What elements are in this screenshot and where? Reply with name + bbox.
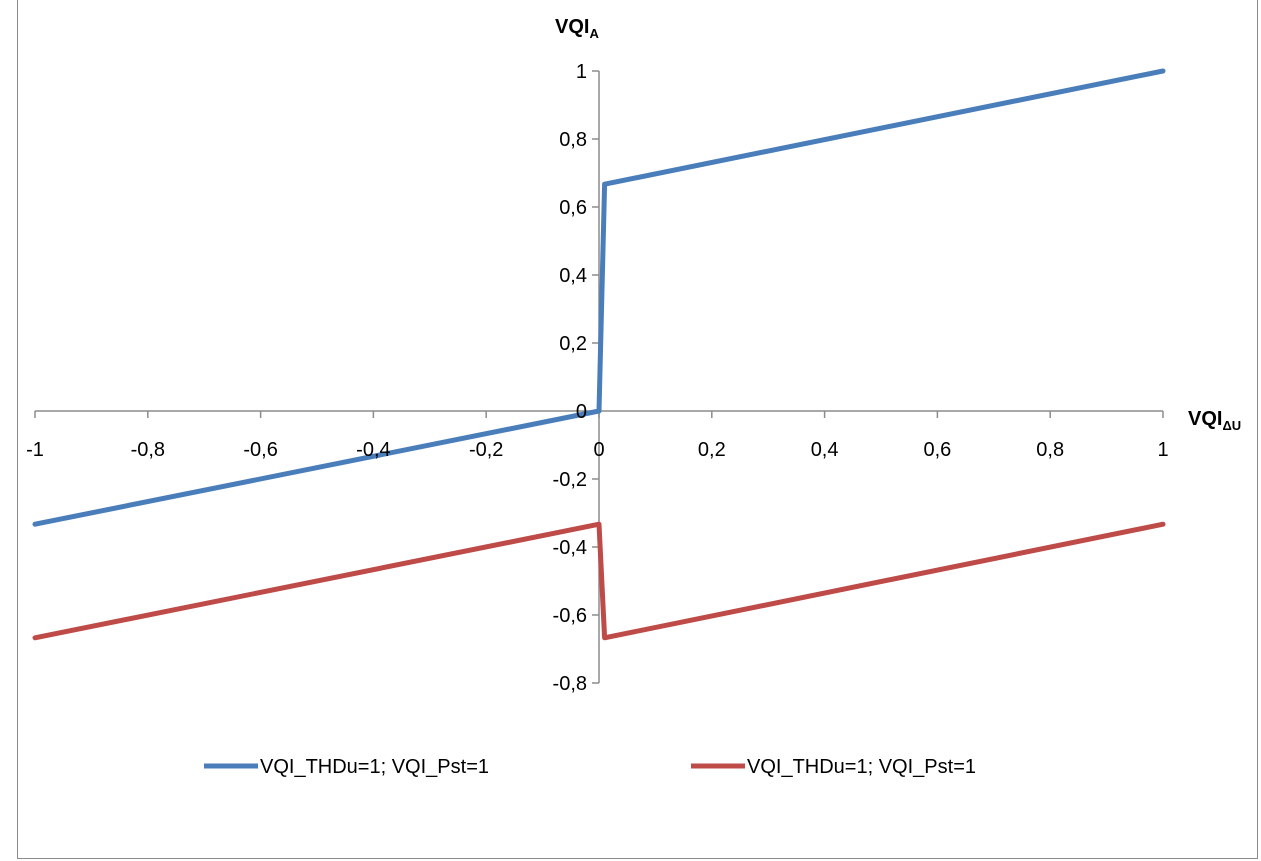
y-tick-label: 0: [576, 401, 587, 423]
y-tick-label: 0,2: [559, 333, 587, 355]
plot-lines: [32, 68, 1166, 641]
x-tick-label: 0,8: [1036, 439, 1064, 461]
legend-label-1: VQI_THDu=1; VQI_Pst=1: [260, 756, 489, 778]
chart-area: [17, 0, 1258, 859]
legend: VQI_THDu=1; VQI_Pst=1 VQI_THDu=1; VQI_Pst…: [204, 756, 976, 778]
x-tick-label: 0: [593, 439, 604, 461]
x-tick-label: -0,8: [131, 439, 165, 461]
y-tick-label: -0,8: [553, 673, 587, 695]
tick-labels: -1 -0,8 -0,6 -0,4 -0,2 0 0,2 0,4 0,6 0,8 1 -0,8 -0,6…: [26, 61, 1168, 695]
y-tick-label: 0,4: [559, 265, 587, 287]
x-tick-label: 0,4: [811, 439, 839, 461]
y-tick-label: 0,6: [559, 197, 587, 219]
x-tick-label: -1: [26, 439, 44, 461]
y-axis-title: VQIA: [555, 16, 599, 41]
x-tick-label: 0,6: [923, 439, 951, 461]
x-tick-label: -0,4: [356, 439, 390, 461]
series-line-2: [32, 521, 1166, 641]
x-axis-title: VQIΔU: [1188, 408, 1241, 433]
y-tick-label: 1: [576, 61, 587, 83]
series-line-1: [32, 68, 1166, 527]
x-tick-label: 1: [1157, 439, 1168, 461]
x-tick-label: -0,6: [243, 439, 277, 461]
y-tick-label: -0,6: [553, 605, 587, 627]
y-tick-label: 0,8: [559, 129, 587, 151]
y-tick-label: -0,2: [553, 469, 587, 491]
legend-label-2: VQI_THDu=1; VQI_Pst=1: [747, 756, 976, 778]
x-tick-label: 0,2: [698, 439, 726, 461]
y-tick-label: -0,4: [553, 537, 587, 559]
x-tick-label: -0,2: [469, 439, 503, 461]
